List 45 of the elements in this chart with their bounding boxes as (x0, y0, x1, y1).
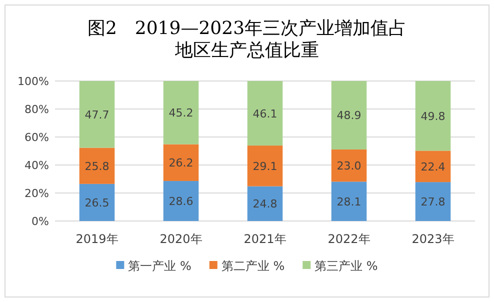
bar (163, 180, 199, 221)
legend-label: 第三产业 % (314, 259, 378, 273)
bar (415, 182, 451, 221)
bar (163, 144, 199, 181)
x-tick-label: 2022年 (328, 232, 370, 246)
legend-label: 第一产业 % (128, 259, 192, 273)
bar (331, 81, 367, 150)
legend-label: 第二产业 % (221, 259, 285, 273)
bar (247, 81, 283, 146)
data-label: 28.1 (336, 195, 362, 208)
bar (415, 81, 451, 151)
data-label: 23.0 (336, 160, 362, 173)
data-label: 24.8 (252, 198, 278, 211)
data-label: 49.8 (420, 110, 446, 123)
y-tick-label: 80% (24, 103, 49, 116)
data-label: 27.8 (420, 196, 446, 209)
data-label: 26.5 (84, 196, 110, 210)
data-label: 46.1 (252, 107, 278, 120)
data-label: 28.6 (168, 194, 194, 208)
data-label: 45.2 (168, 106, 194, 120)
data-label: 29.1 (252, 160, 278, 173)
bar (415, 150, 451, 182)
data-label: 25.8 (84, 160, 110, 173)
data-label: 22.4 (420, 160, 446, 174)
bar (331, 182, 367, 221)
y-tick-label: 40% (24, 159, 49, 172)
y-tick-label: 0% (32, 215, 49, 228)
bar (79, 184, 115, 221)
bar (163, 81, 199, 144)
chart-title: 图2 2019—2023年三次产业增加值占地区生产总值比重 (87, 18, 407, 61)
y-tick-label: 20% (24, 187, 49, 200)
y-tick-label: 100% (18, 75, 49, 88)
data-label: 26.2 (168, 156, 194, 170)
x-tick-label: 2021年 (244, 232, 286, 246)
x-tick-label: 2023年 (412, 232, 454, 246)
y-tick-label: 60% (24, 131, 49, 144)
data-label: 48.9 (336, 109, 362, 122)
bar (79, 81, 115, 148)
x-tick-label: 2020年 (160, 232, 202, 246)
bar (331, 149, 367, 182)
bar (247, 146, 283, 186)
bar (247, 186, 283, 221)
bar (79, 148, 115, 184)
data-label: 47.7 (84, 108, 110, 122)
x-tick-label: 2019年 (76, 232, 118, 246)
